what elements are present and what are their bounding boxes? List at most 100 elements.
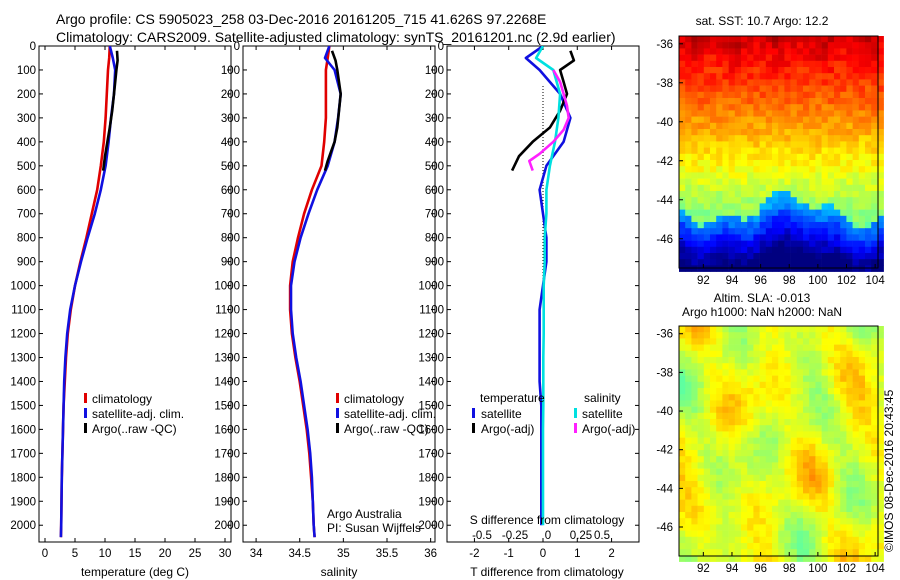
map-cell bbox=[796, 184, 804, 192]
map-cell bbox=[778, 332, 785, 339]
map-cell bbox=[734, 60, 742, 68]
map-cell bbox=[747, 425, 754, 432]
map-cell bbox=[716, 474, 723, 482]
map-cell bbox=[827, 536, 835, 544]
map-cell bbox=[753, 363, 760, 370]
map-cell bbox=[759, 135, 767, 142]
map-cell bbox=[790, 369, 798, 376]
map-cell bbox=[821, 153, 829, 161]
map-cell bbox=[747, 481, 754, 488]
map-cell bbox=[759, 493, 767, 500]
map-cell bbox=[716, 98, 723, 105]
map-cell bbox=[803, 36, 810, 43]
map-cell bbox=[803, 530, 810, 538]
map-cell bbox=[796, 147, 804, 155]
legend-label: satellite-adj. clim. bbox=[92, 407, 184, 421]
map-cell bbox=[734, 73, 742, 80]
map-cell bbox=[679, 85, 686, 93]
map-cell bbox=[871, 184, 878, 192]
map-cell bbox=[815, 110, 822, 117]
map-cell bbox=[834, 197, 841, 204]
map-cell bbox=[821, 474, 829, 482]
map-cell bbox=[815, 246, 822, 254]
map-cell bbox=[803, 129, 810, 136]
map-cell bbox=[716, 215, 723, 223]
map-cell bbox=[722, 518, 729, 525]
map-cell bbox=[784, 357, 791, 364]
map-cell bbox=[679, 468, 686, 476]
map-cell bbox=[846, 54, 853, 62]
map-cell bbox=[809, 135, 816, 142]
map-cell bbox=[784, 431, 791, 438]
map-cell bbox=[784, 60, 791, 68]
map-cell bbox=[865, 338, 872, 345]
map-cell bbox=[809, 141, 816, 148]
map-cell bbox=[728, 240, 736, 248]
map-cell bbox=[858, 253, 866, 260]
map-cell bbox=[815, 450, 822, 457]
map-cell bbox=[815, 524, 822, 531]
series-line-argo-raw-qc- bbox=[323, 50, 343, 171]
map-cell bbox=[809, 91, 816, 99]
map-cell bbox=[722, 344, 729, 352]
map-cell bbox=[809, 326, 816, 333]
map-cell bbox=[772, 431, 779, 438]
map-cell bbox=[778, 166, 785, 173]
map-cell bbox=[728, 406, 736, 414]
map-cell bbox=[691, 36, 698, 43]
map-cell bbox=[753, 425, 760, 432]
map-cell bbox=[877, 135, 884, 142]
map-cell bbox=[784, 172, 791, 179]
map-cell bbox=[685, 512, 692, 519]
map-cell bbox=[722, 543, 729, 550]
y-tick-label: 300 bbox=[425, 113, 444, 125]
y-tick-label: 1900 bbox=[10, 496, 36, 508]
map-cell bbox=[722, 530, 729, 538]
map-cell bbox=[697, 338, 705, 345]
map-cell bbox=[796, 512, 804, 519]
map-cell bbox=[685, 60, 692, 68]
x-tick-label: 34 bbox=[250, 548, 263, 560]
map-cell bbox=[691, 549, 698, 556]
map-cell bbox=[809, 234, 816, 241]
map-cell bbox=[728, 36, 736, 43]
map-cell bbox=[815, 419, 822, 426]
map-cell bbox=[803, 332, 810, 339]
map-cell bbox=[697, 536, 705, 544]
map-cell bbox=[679, 122, 686, 130]
map-cell bbox=[796, 246, 804, 254]
x-tick-label: 30 bbox=[219, 548, 232, 560]
map-cell bbox=[803, 462, 810, 469]
map-cell bbox=[753, 110, 760, 117]
map-cell bbox=[803, 110, 810, 117]
map-cell bbox=[722, 141, 729, 148]
map-cell bbox=[716, 344, 723, 352]
map-cell bbox=[679, 228, 686, 235]
map-cell bbox=[778, 450, 785, 457]
map-cell bbox=[772, 350, 779, 358]
map-cell bbox=[790, 381, 798, 389]
map-cell bbox=[796, 160, 804, 167]
map-cell bbox=[765, 450, 773, 457]
map-cell bbox=[728, 419, 736, 426]
map-cell bbox=[685, 338, 692, 345]
map-cell bbox=[877, 394, 884, 401]
map-cell bbox=[790, 350, 798, 358]
map-cell bbox=[821, 462, 829, 469]
map-cell bbox=[871, 166, 878, 173]
map-cell bbox=[679, 363, 686, 370]
map-cell bbox=[790, 543, 798, 550]
map-cell bbox=[741, 493, 748, 500]
map-cell bbox=[840, 91, 847, 99]
map-cell bbox=[741, 487, 748, 494]
map-cell bbox=[821, 147, 829, 155]
map-cell bbox=[865, 147, 872, 155]
map-cell bbox=[827, 437, 835, 445]
map-cell bbox=[697, 203, 705, 210]
map-x-tick-label: 100 bbox=[808, 563, 827, 575]
map-cell bbox=[858, 524, 866, 531]
map-cell bbox=[679, 129, 686, 136]
map-cell bbox=[784, 141, 791, 148]
map-cell bbox=[784, 178, 791, 186]
map-cell bbox=[778, 419, 785, 426]
